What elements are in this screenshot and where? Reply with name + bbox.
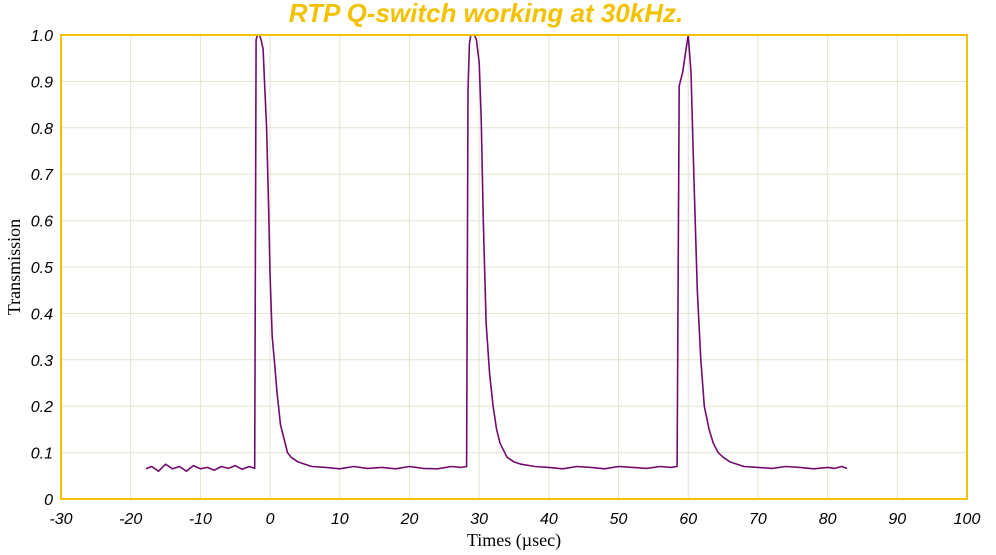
x-tick-label: 100	[954, 511, 981, 528]
x-tick-label: -10	[189, 511, 212, 528]
y-tick-label: 0.7	[31, 167, 54, 184]
x-tick-label: -30	[49, 511, 72, 528]
x-tick-label: 20	[400, 511, 419, 528]
plot-frame	[60, 34, 968, 500]
x-tick-label: -20	[119, 511, 142, 528]
x-tick-label: 60	[679, 511, 697, 528]
chart-title: RTP Q-switch working at 30kHz.	[289, 0, 683, 28]
x-axis-label: Times (µsec)	[467, 530, 561, 551]
x-tick-label: 50	[610, 511, 628, 528]
x-tick-label: 70	[749, 511, 767, 528]
x-tick-label: 10	[331, 511, 349, 528]
x-tick-label: 90	[888, 511, 906, 528]
y-tick-label: 0.3	[31, 353, 53, 370]
y-tick-label: 0.4	[31, 306, 53, 323]
y-tick-label: 0.5	[31, 260, 53, 277]
y-tick-label: 0	[44, 492, 53, 509]
x-tick-label: 40	[540, 511, 558, 528]
y-tick-label: 1.0	[31, 28, 53, 45]
y-axis-label: Transmission	[4, 219, 24, 315]
grid	[60, 34, 968, 500]
y-tick-label: 0.9	[31, 74, 53, 91]
x-tick-label: 0	[266, 511, 275, 528]
tick-labels: -30 -20 -10 0 10 20 30 40 50 60 70 80 90 100 0 0.1 0.2 0.…	[31, 28, 981, 528]
y-tick-label: 0.2	[31, 399, 53, 416]
y-tick-label: 0.6	[31, 214, 53, 231]
y-tick-label: 0.8	[31, 121, 53, 138]
y-tick-label: 0.1	[31, 446, 53, 463]
x-tick-label: 80	[819, 511, 837, 528]
x-tick-label: 30	[470, 511, 488, 528]
